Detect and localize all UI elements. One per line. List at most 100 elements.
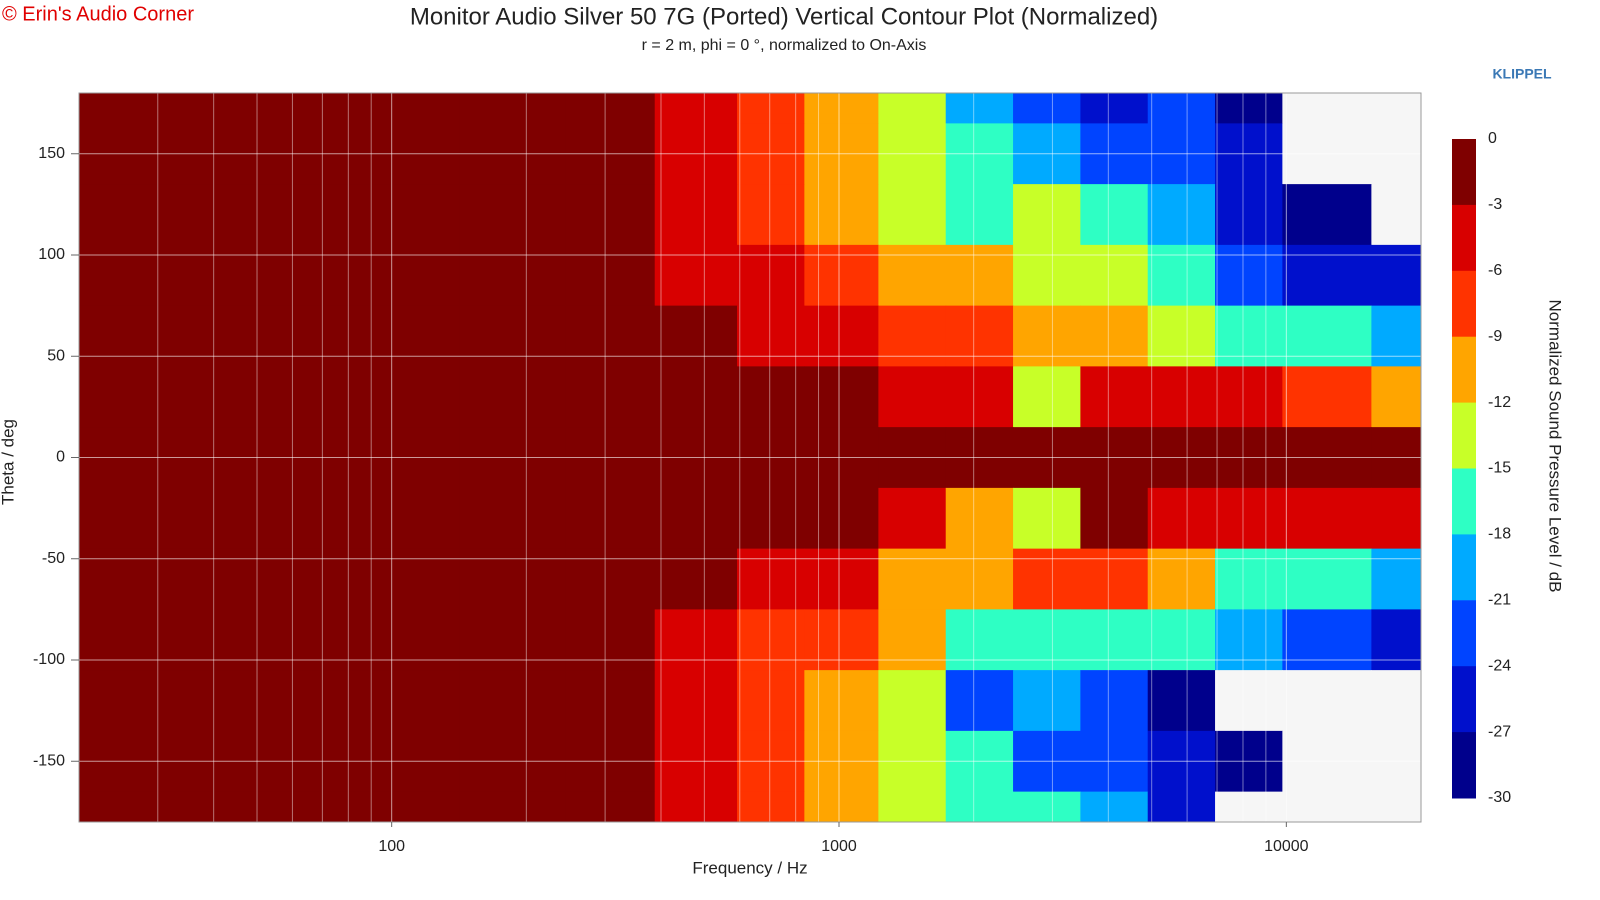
contour-cell (878, 487, 947, 550)
contour-cell (168, 244, 325, 307)
contour-cell (1080, 93, 1149, 124)
colorbar-tick-label: -18 (1488, 526, 1511, 543)
x-tick-label: 10000 (1264, 838, 1309, 855)
colorbar-tick-label: 0 (1488, 130, 1497, 147)
contour-cell (79, 305, 169, 367)
x-axis-label: Frequency / Hz (692, 858, 807, 877)
contour-cell (1013, 366, 1081, 428)
contour-cell (1013, 487, 1081, 550)
contour-cell (1371, 305, 1422, 367)
contour-cell (459, 548, 567, 610)
contour-cell (1080, 366, 1149, 428)
contour-cell (945, 670, 1014, 732)
contour-cell (79, 548, 169, 610)
contour-cell (878, 366, 947, 428)
contour-cell (1147, 670, 1216, 732)
contour-cell (1371, 184, 1422, 246)
contour-cell (1080, 305, 1149, 367)
contour-cell (1147, 305, 1216, 367)
contour-cell (1282, 244, 1372, 307)
contour-cell (1013, 670, 1081, 732)
contour-cell (1080, 791, 1149, 823)
y-axis-label: Theta / deg (0, 419, 17, 505)
contour-cell (1215, 609, 1283, 671)
contour-cell (1282, 609, 1372, 671)
y-tick-label: -150 (33, 752, 65, 769)
contour-cell (459, 305, 567, 367)
contour-cell (79, 184, 169, 246)
contour-cell (1013, 184, 1081, 246)
contour-cell (168, 184, 325, 246)
contour-cell (804, 305, 879, 367)
contour-cell (1147, 791, 1216, 823)
contour-cell (1215, 670, 1283, 732)
contour-cell (737, 548, 805, 610)
contour-cell (168, 670, 325, 732)
contour-cell (1080, 609, 1149, 671)
colorbar-band (1452, 402, 1476, 469)
contour-cell (804, 184, 879, 246)
contour-cell (878, 184, 947, 246)
contour-cell (459, 244, 567, 307)
contour-cell (1080, 244, 1149, 307)
contour-cell (878, 548, 947, 610)
contour-cell (654, 670, 738, 732)
contour-cell (459, 184, 567, 246)
colorbar-tick-label: -6 (1488, 262, 1502, 279)
contour-cell (1147, 609, 1216, 671)
contour-cell (945, 609, 1014, 671)
contour-cell (654, 305, 738, 367)
contour-cell (1080, 548, 1149, 610)
contour-cell (1371, 548, 1422, 610)
contour-cell (1013, 93, 1081, 124)
contour-cell (1282, 487, 1372, 550)
contour-cell (1013, 305, 1081, 367)
contour-cell (1371, 93, 1422, 124)
contour-cell (1371, 487, 1422, 550)
contour-cell (1147, 548, 1216, 610)
contour-cell (737, 93, 805, 124)
contour-cell (1282, 305, 1372, 367)
contour-cell (565, 184, 656, 246)
contour-cell (565, 244, 656, 307)
contour-cell (1215, 548, 1283, 610)
contour-cell (878, 791, 947, 823)
contour-cell (737, 184, 805, 246)
contour-cell (168, 548, 325, 610)
contour-cell (945, 305, 1014, 367)
colorbar-label: Normalized Sound Pressure Level / dB (1546, 300, 1565, 593)
colorbar-band (1452, 336, 1476, 404)
contour-cell (459, 487, 567, 550)
contour-cell (459, 609, 567, 671)
colorbar-band (1452, 204, 1476, 272)
contour-cell (1080, 184, 1149, 246)
contour-cell (1080, 670, 1149, 732)
contour-cell (1371, 791, 1422, 823)
contour-cell (737, 244, 805, 307)
contour-cell (654, 487, 738, 550)
colorbar-tick-label: -21 (1488, 592, 1511, 609)
contour-cell (565, 791, 656, 823)
contour-cell (1147, 366, 1216, 428)
contour-cell (1371, 366, 1422, 428)
colorbar-tick-label: -3 (1488, 196, 1502, 213)
colorbar-band (1452, 468, 1476, 535)
colorbar-band (1452, 270, 1476, 338)
contour-cell (1371, 244, 1422, 307)
contour-cell (654, 791, 738, 823)
contour-cell (804, 366, 879, 428)
contour-cell (737, 305, 805, 367)
contour-cell (1080, 487, 1149, 550)
contour-cell (1013, 244, 1081, 307)
contour-cell (804, 93, 879, 124)
colorbar-tick-label: -15 (1488, 460, 1511, 477)
contour-cell (565, 487, 656, 550)
contour-cell (1282, 93, 1372, 124)
colorbar-tick-label: -27 (1488, 723, 1511, 740)
chart-subtitle: r = 2 m, phi = 0 °, normalized to On-Axi… (642, 37, 927, 54)
contour-cell (565, 93, 656, 124)
colorbar-tick-label: -24 (1488, 657, 1511, 674)
contour-cell (459, 791, 567, 823)
contour-cell (945, 548, 1014, 610)
